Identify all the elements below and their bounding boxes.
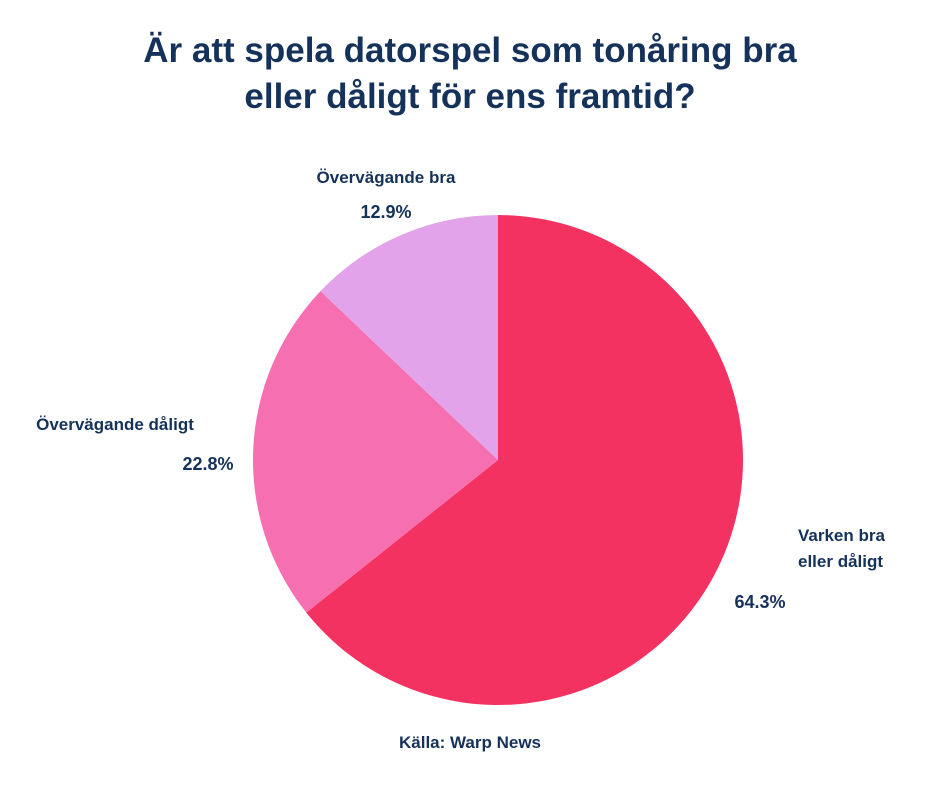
slice-value-neither: 64.3%: [734, 592, 785, 612]
slice-label-neither-line-1: Varken bra: [798, 526, 885, 545]
chart-title-line-1: Är att spela datorspel som tonåring bra: [143, 31, 797, 70]
pie-slice-mostly-bad: [252, 291, 498, 613]
slice-label-mostly-bad: Övervägande dåligt: [36, 415, 194, 434]
slice-value-mostly-bad: 22.8%: [182, 454, 233, 474]
slice-value-mostly-good: 12.9%: [360, 202, 411, 222]
pie-slices: [252, 215, 743, 706]
chart-title: Är att spela datorspel som tonåring bra …: [0, 28, 940, 120]
slice-label-neither-line-2: eller dåligt: [798, 552, 883, 571]
chart-title-line-2: eller dåligt för ens framtid?: [244, 77, 696, 116]
slice-label-mostly-good: Övervägande bra: [317, 168, 456, 187]
pie-slice-neither: [306, 215, 743, 706]
source-note: Källa: Warp News: [398, 733, 542, 752]
pie-slice-mostly-good: [320, 215, 498, 460]
